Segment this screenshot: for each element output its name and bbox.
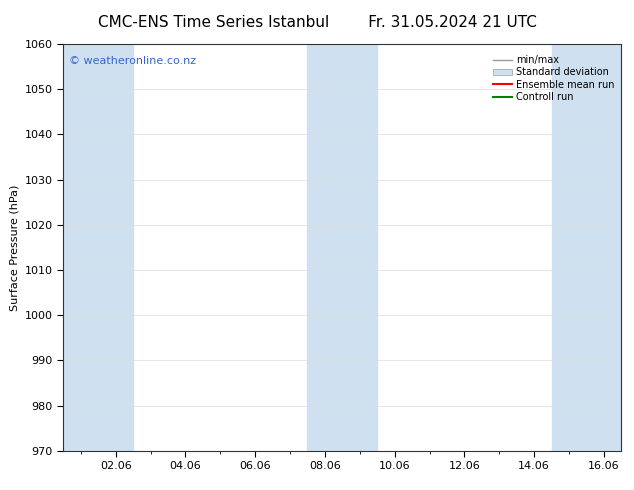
Bar bbox=[307, 44, 377, 451]
Y-axis label: Surface Pressure (hPa): Surface Pressure (hPa) bbox=[10, 184, 19, 311]
Bar bbox=[63, 44, 133, 451]
Text: © weatheronline.co.nz: © weatheronline.co.nz bbox=[69, 56, 196, 66]
Legend: min/max, Standard deviation, Ensemble mean run, Controll run: min/max, Standard deviation, Ensemble me… bbox=[491, 53, 616, 104]
Text: CMC-ENS Time Series Istanbul        Fr. 31.05.2024 21 UTC: CMC-ENS Time Series Istanbul Fr. 31.05.2… bbox=[98, 15, 536, 30]
Bar bbox=[552, 44, 621, 451]
